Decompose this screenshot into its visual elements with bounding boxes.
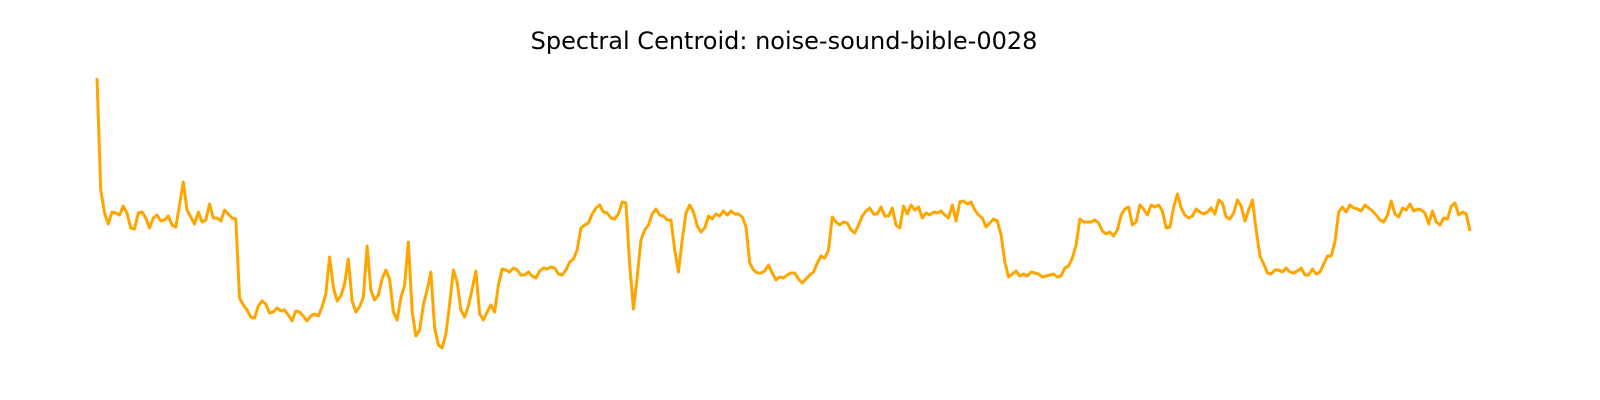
chart-title: Spectral Centroid: noise-sound-bible-002… [531,27,1038,55]
line [95,77,1472,350]
